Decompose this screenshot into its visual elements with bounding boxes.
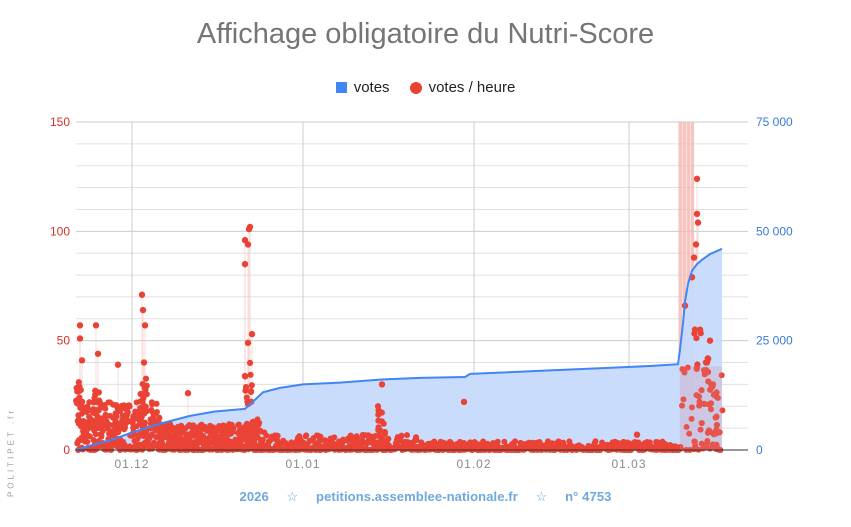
watermark: POLITIPET .fr [6, 407, 16, 498]
star-icon: ☆ [286, 489, 299, 504]
star-icon: ☆ [535, 489, 548, 504]
votes-area [76, 248, 722, 450]
x-tick: 01.02 [456, 457, 491, 471]
square-legend-icon [335, 82, 347, 93]
x-tick: 01.01 [285, 457, 320, 471]
legend-label-votes-per-hour: votes / heure [428, 79, 516, 96]
circle-legend-icon [409, 81, 422, 94]
y-right-tick: 50 000 [756, 224, 793, 238]
chart-title: Affichage obligatoire du Nutri-Score [196, 18, 655, 50]
y-right-tick: 25 000 [756, 334, 793, 348]
chart-footer: 2026 ☆ petitions.assemblee-nationale.fr … [0, 489, 851, 505]
footer-petition-number: n° 4753 [565, 489, 612, 504]
legend-item-votes-per-hour[interactable]: votes / heure [409, 79, 516, 96]
rate-dots [73, 175, 726, 453]
footer-site: petitions.assemblee-nationale.fr [316, 489, 518, 504]
spike-overlay [680, 366, 722, 450]
chart-legend: votes votes / heure [0, 79, 851, 96]
y-left-tick: 0 [63, 443, 70, 457]
footer-year: 2026 [239, 489, 269, 504]
y-right-tick: 0 [756, 443, 763, 457]
y-left-tick: 100 [50, 224, 70, 238]
y-left-tick: 150 [50, 115, 70, 129]
legend-label-votes: votes [353, 79, 390, 96]
x-tick: 01.12 [114, 457, 149, 471]
y-left-tick: 50 [57, 334, 71, 348]
votes-line [75, 247, 723, 451]
y-right-tick: 75 000 [756, 115, 793, 129]
legend-item-votes[interactable]: votes [335, 79, 390, 96]
x-tick: 01.03 [611, 457, 646, 471]
